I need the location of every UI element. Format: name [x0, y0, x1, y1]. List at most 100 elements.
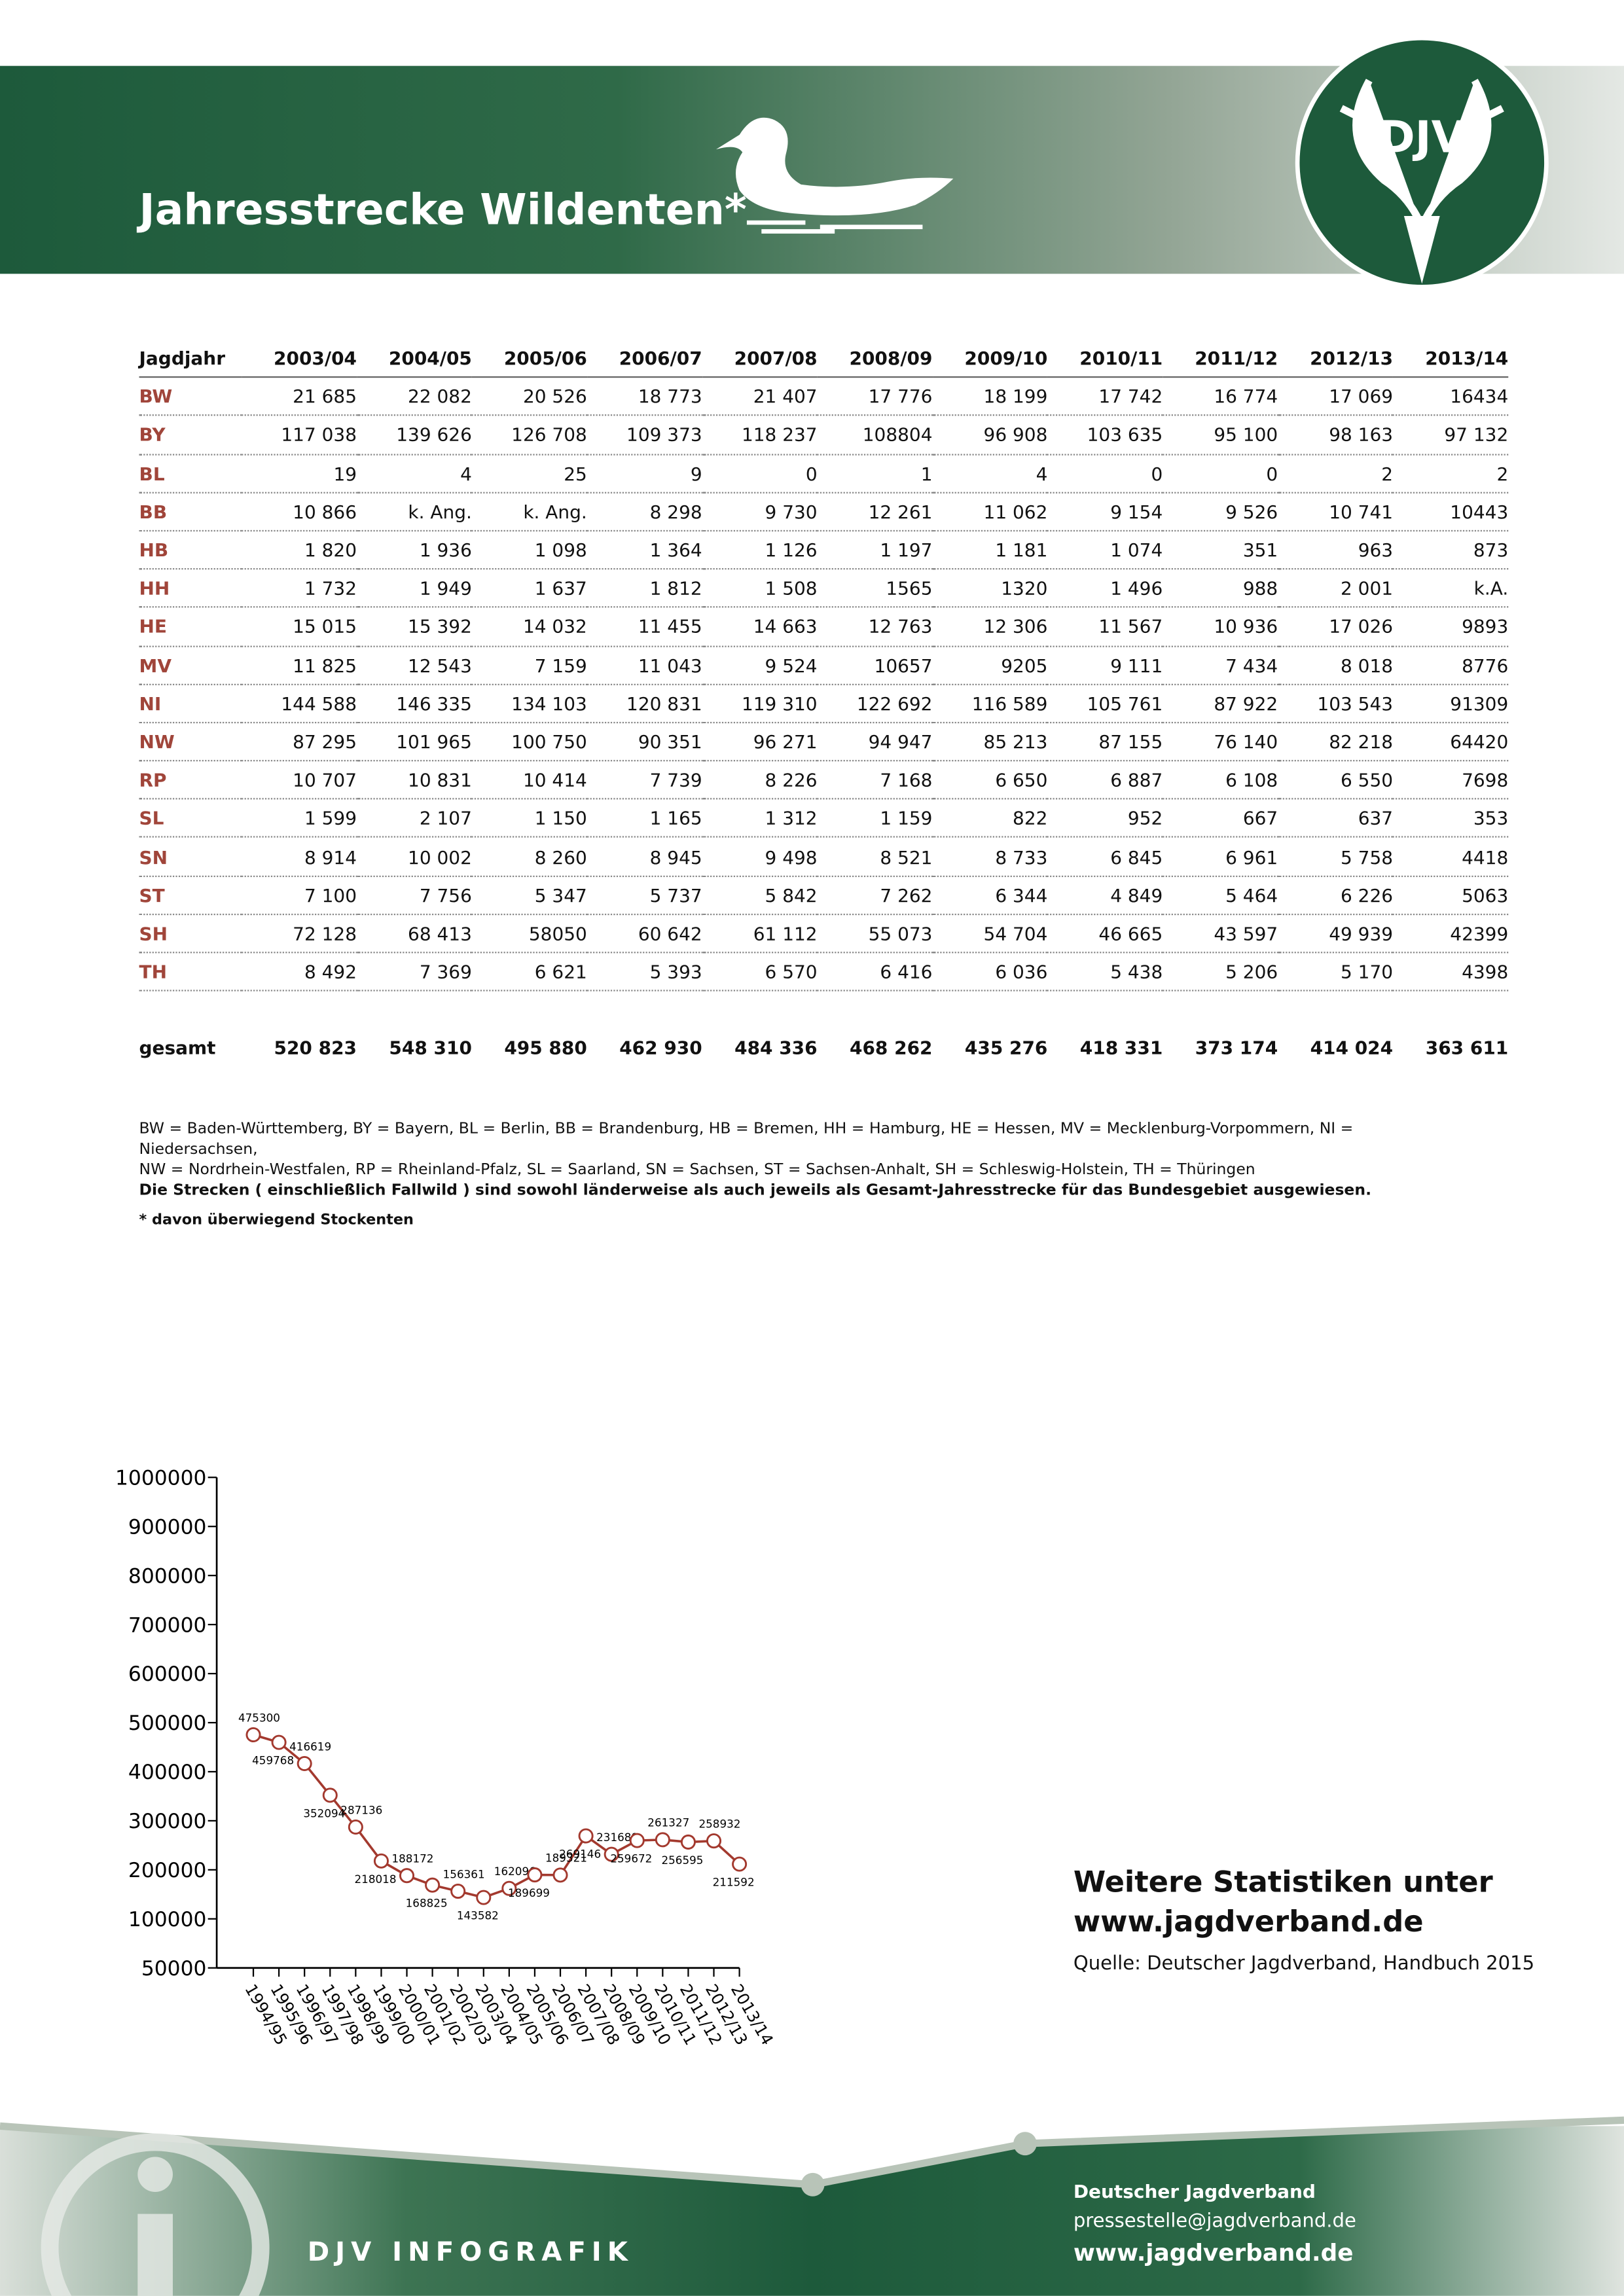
- table-row: RP 10 707 10 831 10 414 7 739 8 226 7 168 6 650…: [139, 761, 1509, 800]
- cell: 1320: [932, 569, 1048, 609]
- cell: 8 260: [471, 837, 587, 877]
- table-row: BL 19 4 25 9 0 1 4 0 0 2 2: [139, 454, 1509, 493]
- cell: 4418: [1393, 837, 1509, 877]
- cell: 2005/06: [471, 340, 587, 378]
- cell: 76 140: [1163, 722, 1278, 762]
- marker: [450, 1884, 466, 1899]
- cell: 7 739: [586, 761, 702, 800]
- cell: 17 776: [817, 377, 933, 417]
- value-label: 416619: [289, 1740, 331, 1753]
- cell: 16434: [1393, 377, 1509, 417]
- cell: 54 704: [932, 914, 1048, 954]
- cell: 120 831: [586, 684, 702, 723]
- cell: 46 665: [1047, 914, 1163, 954]
- cell: 68 413: [357, 914, 472, 954]
- cell: 7 369: [357, 952, 472, 992]
- cell: 6 108: [1163, 761, 1278, 800]
- table-row: HB 1 820 1 936 1 098 1 364 1 126 1 197 1 181 1 0…: [139, 530, 1509, 570]
- cell: 72 128: [242, 914, 357, 954]
- table-row: MV 11 825 12 543 7 159 11 043 9 524 10657 9205 9…: [139, 645, 1509, 685]
- cell: 2004/05: [357, 340, 472, 378]
- row-label: HE: [139, 607, 242, 647]
- row-label: BW: [139, 377, 242, 417]
- footer: DJV INFOGRAFIK Deutscher Jagdverband pre…: [0, 2108, 1624, 2296]
- footer-node: [1013, 2132, 1037, 2156]
- cell: 10 002: [357, 837, 472, 877]
- cell: 6 621: [471, 952, 587, 992]
- cell: 126 708: [471, 416, 587, 455]
- cell: 2012/13: [1278, 340, 1394, 378]
- cell: 101 965: [357, 722, 472, 762]
- marker: [373, 1853, 389, 1869]
- row-label: BB: [139, 492, 242, 531]
- row-label: ST: [139, 876, 242, 915]
- cell: 6 344: [932, 876, 1048, 915]
- cell: 520 823: [274, 1037, 357, 1060]
- value-label: 231689: [596, 1831, 638, 1844]
- value-label: 162096: [494, 1865, 536, 1878]
- marker: [297, 1755, 312, 1772]
- cell: 55 073: [817, 914, 933, 954]
- marker: [629, 1833, 645, 1848]
- footnote: * davon überwiegend Stockenten: [139, 1212, 414, 1229]
- cell: 18 773: [586, 377, 702, 417]
- cell: 87 922: [1163, 684, 1278, 723]
- cell: 10 831: [357, 761, 472, 800]
- cell: 1 126: [702, 530, 818, 570]
- cell: 19: [242, 454, 357, 493]
- cell: 97 132: [1393, 416, 1509, 455]
- cell: 9 111: [1047, 645, 1163, 685]
- cell: 10657: [817, 645, 933, 685]
- cell: 17 742: [1047, 377, 1163, 417]
- value-label: 188172: [391, 1852, 433, 1865]
- cell: 8 521: [817, 837, 933, 877]
- cell: 1565: [817, 569, 933, 609]
- value-label: 256595: [661, 1854, 703, 1867]
- cell: 43 597: [1163, 914, 1278, 954]
- cell: 10 414: [471, 761, 587, 800]
- info-icon: [41, 2133, 270, 2296]
- cell: 1 364: [586, 530, 702, 570]
- cell: 96 908: [932, 416, 1048, 455]
- value-label: 269146: [559, 1848, 601, 1861]
- cell: 8 945: [586, 837, 702, 877]
- cell: 468 262: [850, 1037, 933, 1060]
- cell: 11 825: [242, 645, 357, 685]
- cell: 64420: [1393, 722, 1509, 762]
- cell: 9 154: [1047, 492, 1163, 531]
- table-row: NI 144 588 146 335 134 103 120 831 119 310 122…: [139, 684, 1509, 723]
- cell: 1 732: [242, 569, 357, 609]
- y-tick-label: 800000: [128, 1564, 207, 1588]
- cell: 14 032: [471, 607, 587, 647]
- cell: k.A.: [1393, 569, 1509, 609]
- table-row: NW 87 295 101 965 100 750 90 351 96 271 94 947…: [139, 722, 1509, 762]
- info-heading: Weitere Statistiken unter www.jagdverban…: [1074, 1863, 1493, 1942]
- cell: 117 038: [242, 416, 357, 455]
- cell: 109 373: [586, 416, 702, 455]
- cell: 0: [702, 454, 818, 493]
- cell: 988: [1163, 569, 1278, 609]
- y-tick-label: 300000: [128, 1810, 207, 1833]
- cell: 5063: [1393, 876, 1509, 915]
- row-label: SH: [139, 914, 242, 954]
- cell: 8 733: [932, 837, 1048, 877]
- table-row: ST 7 100 7 756 5 347 5 737 5 842 7 262 6 344 4 8…: [139, 876, 1509, 915]
- cell: k. Ang.: [471, 492, 587, 531]
- cell: 4 849: [1047, 876, 1163, 915]
- abbreviation-line: NW = Nordrhein-Westfalen, RP = Rheinland…: [139, 1161, 1255, 1179]
- cell: 12 543: [357, 645, 472, 685]
- value-label: 211592: [713, 1876, 755, 1889]
- row-label: RP: [139, 761, 242, 800]
- cell: 963: [1278, 530, 1394, 570]
- cell: 5 438: [1047, 952, 1163, 992]
- cell: 637: [1278, 798, 1394, 838]
- cell: 1 074: [1047, 530, 1163, 570]
- value-label: 218018: [354, 1873, 396, 1886]
- cell: 7 100: [242, 876, 357, 915]
- info-line: www.jagdverband.de: [1073, 1903, 1424, 1939]
- cell: 82 218: [1278, 722, 1394, 762]
- cell: 10443: [1393, 492, 1509, 531]
- cell: 9: [586, 454, 702, 493]
- cell: 10 741: [1278, 492, 1394, 531]
- y-tick-label: 600000: [128, 1662, 207, 1686]
